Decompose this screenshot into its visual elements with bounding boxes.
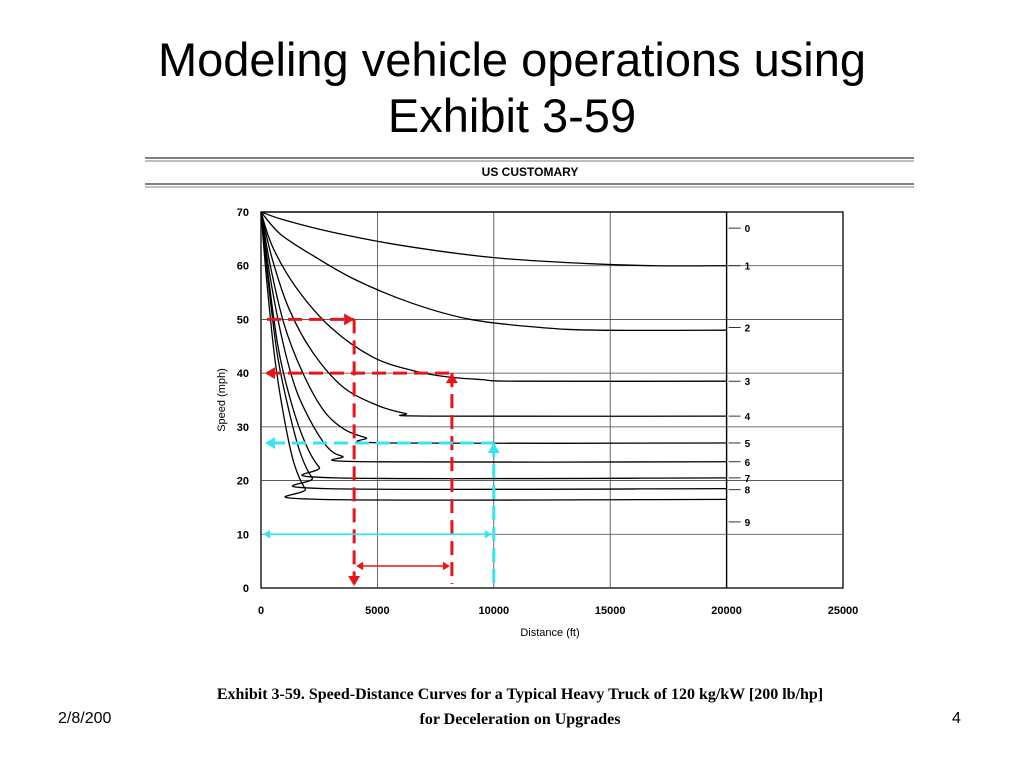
y-tick-label: 0 <box>243 583 249 595</box>
slide-title: Modeling vehicle operations using Exhibi… <box>0 32 1024 144</box>
x-tick-label: 0 <box>258 605 264 617</box>
cyan-span-arrowhead-left <box>263 530 270 539</box>
cyan-arrowhead-left <box>265 436 275 449</box>
series-line-9 <box>260 211 727 501</box>
series-line-3 <box>260 211 727 382</box>
curve-label: 9 <box>745 518 751 529</box>
curve-label: 4 <box>745 412 751 423</box>
slide-title-line1: Modeling vehicle operations using <box>157 33 867 86</box>
red-arrowhead-left <box>265 367 275 380</box>
caption-line2: for Deceleration on Upgrades <box>419 711 621 728</box>
series-line-8 <box>260 211 727 491</box>
x-axis-label: Distance (ft) <box>520 627 579 639</box>
y-tick-label: 30 <box>237 422 249 434</box>
cyan-arrowhead-up <box>487 442 500 453</box>
x-tick-label: 25000 <box>828 605 859 617</box>
series-line-4 <box>260 211 727 417</box>
curve-label: 6 <box>745 458 751 469</box>
series-line-1 <box>260 211 727 267</box>
red-span-arrowhead-left <box>356 561 364 571</box>
y-tick-label: 50 <box>237 314 249 326</box>
red-arrowhead-right <box>344 313 355 326</box>
curve-label: 0 <box>745 224 751 235</box>
caption-line1: Exhibit 3-59. Speed-Distance Curves for … <box>216 686 824 703</box>
slide-title-line2: Exhibit 3-59 <box>387 89 637 142</box>
x-tick-label: 5000 <box>365 605 389 617</box>
curve-label: 7 <box>745 474 751 485</box>
x-tick-label: 10000 <box>479 605 510 617</box>
x-tick-label: 15000 <box>595 605 626 617</box>
y-tick-label: 60 <box>237 261 249 273</box>
exhibit-caption: Exhibit 3-59. Speed-Distance Curves for … <box>140 682 900 732</box>
cyan-span-arrowhead-right <box>484 530 492 539</box>
curve-label: 2 <box>745 323 751 334</box>
y-tick-label: 40 <box>237 368 249 380</box>
series-line-7 <box>260 211 727 480</box>
y-axis-label: Speed (mph) <box>216 368 228 432</box>
red-arrowhead-down <box>348 576 361 586</box>
curve-label: 8 <box>745 486 751 497</box>
series-line-2 <box>260 211 727 332</box>
footer-date: 2/8/200 <box>58 710 112 727</box>
y-tick-label: 20 <box>237 476 249 488</box>
chart-title: US CUSTOMARY <box>482 165 579 179</box>
red-arrowhead-up <box>445 373 458 384</box>
y-tick-label: 70 <box>237 207 249 219</box>
curve-label: 5 <box>745 439 751 450</box>
y-tick-label: 10 <box>237 529 249 541</box>
footer-page-number: 4 <box>952 710 961 727</box>
curve-label: 3 <box>745 377 751 388</box>
red-span-arrowhead-right <box>442 561 450 571</box>
plot-frame <box>260 211 844 589</box>
curve-label: 1 <box>745 262 751 273</box>
x-tick-label: 20000 <box>711 605 742 617</box>
